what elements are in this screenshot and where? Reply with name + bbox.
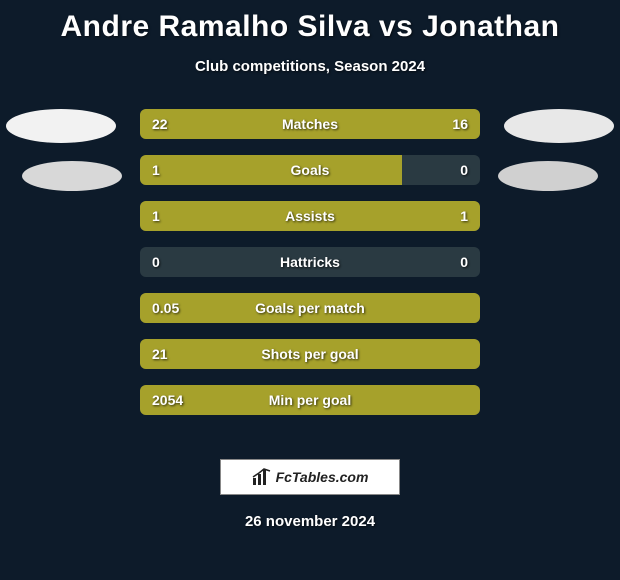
player-left-avatar xyxy=(6,109,116,143)
stat-label: Goals xyxy=(140,155,480,185)
stat-value-right: 0 xyxy=(460,155,468,185)
fctables-logo[interactable]: FcTables.com xyxy=(220,459,400,495)
page-title: Andre Ramalho Silva vs Jonathan xyxy=(0,0,620,44)
stat-value-right: 0 xyxy=(460,247,468,277)
stat-row: 21Shots per goal xyxy=(140,339,480,369)
stat-bars-container: 22Matches161Goals01Assists10Hattricks00.… xyxy=(140,109,480,431)
stat-row: 2054Min per goal xyxy=(140,385,480,415)
stat-label: Assists xyxy=(140,201,480,231)
stat-label: Min per goal xyxy=(140,385,480,415)
stat-label: Matches xyxy=(140,109,480,139)
stat-label: Shots per goal xyxy=(140,339,480,369)
player-right-avatar xyxy=(504,109,614,143)
comparison-arena: 22Matches161Goals01Assists10Hattricks00.… xyxy=(0,109,620,429)
stat-row: 22Matches16 xyxy=(140,109,480,139)
page-subtitle: Club competitions, Season 2024 xyxy=(0,58,620,75)
stat-row: 1Goals0 xyxy=(140,155,480,185)
stat-label: Goals per match xyxy=(140,293,480,323)
player-right-avatar-shadow xyxy=(498,161,598,191)
stat-row: 1Assists1 xyxy=(140,201,480,231)
bars-icon xyxy=(252,468,272,486)
player-left-avatar-shadow xyxy=(22,161,122,191)
stat-row: 0Hattricks0 xyxy=(140,247,480,277)
stat-value-right: 16 xyxy=(452,109,468,139)
snapshot-date: 26 november 2024 xyxy=(0,513,620,530)
stat-row: 0.05Goals per match xyxy=(140,293,480,323)
stat-label: Hattricks xyxy=(140,247,480,277)
stat-value-right: 1 xyxy=(460,201,468,231)
logo-text: FcTables.com xyxy=(276,469,369,485)
